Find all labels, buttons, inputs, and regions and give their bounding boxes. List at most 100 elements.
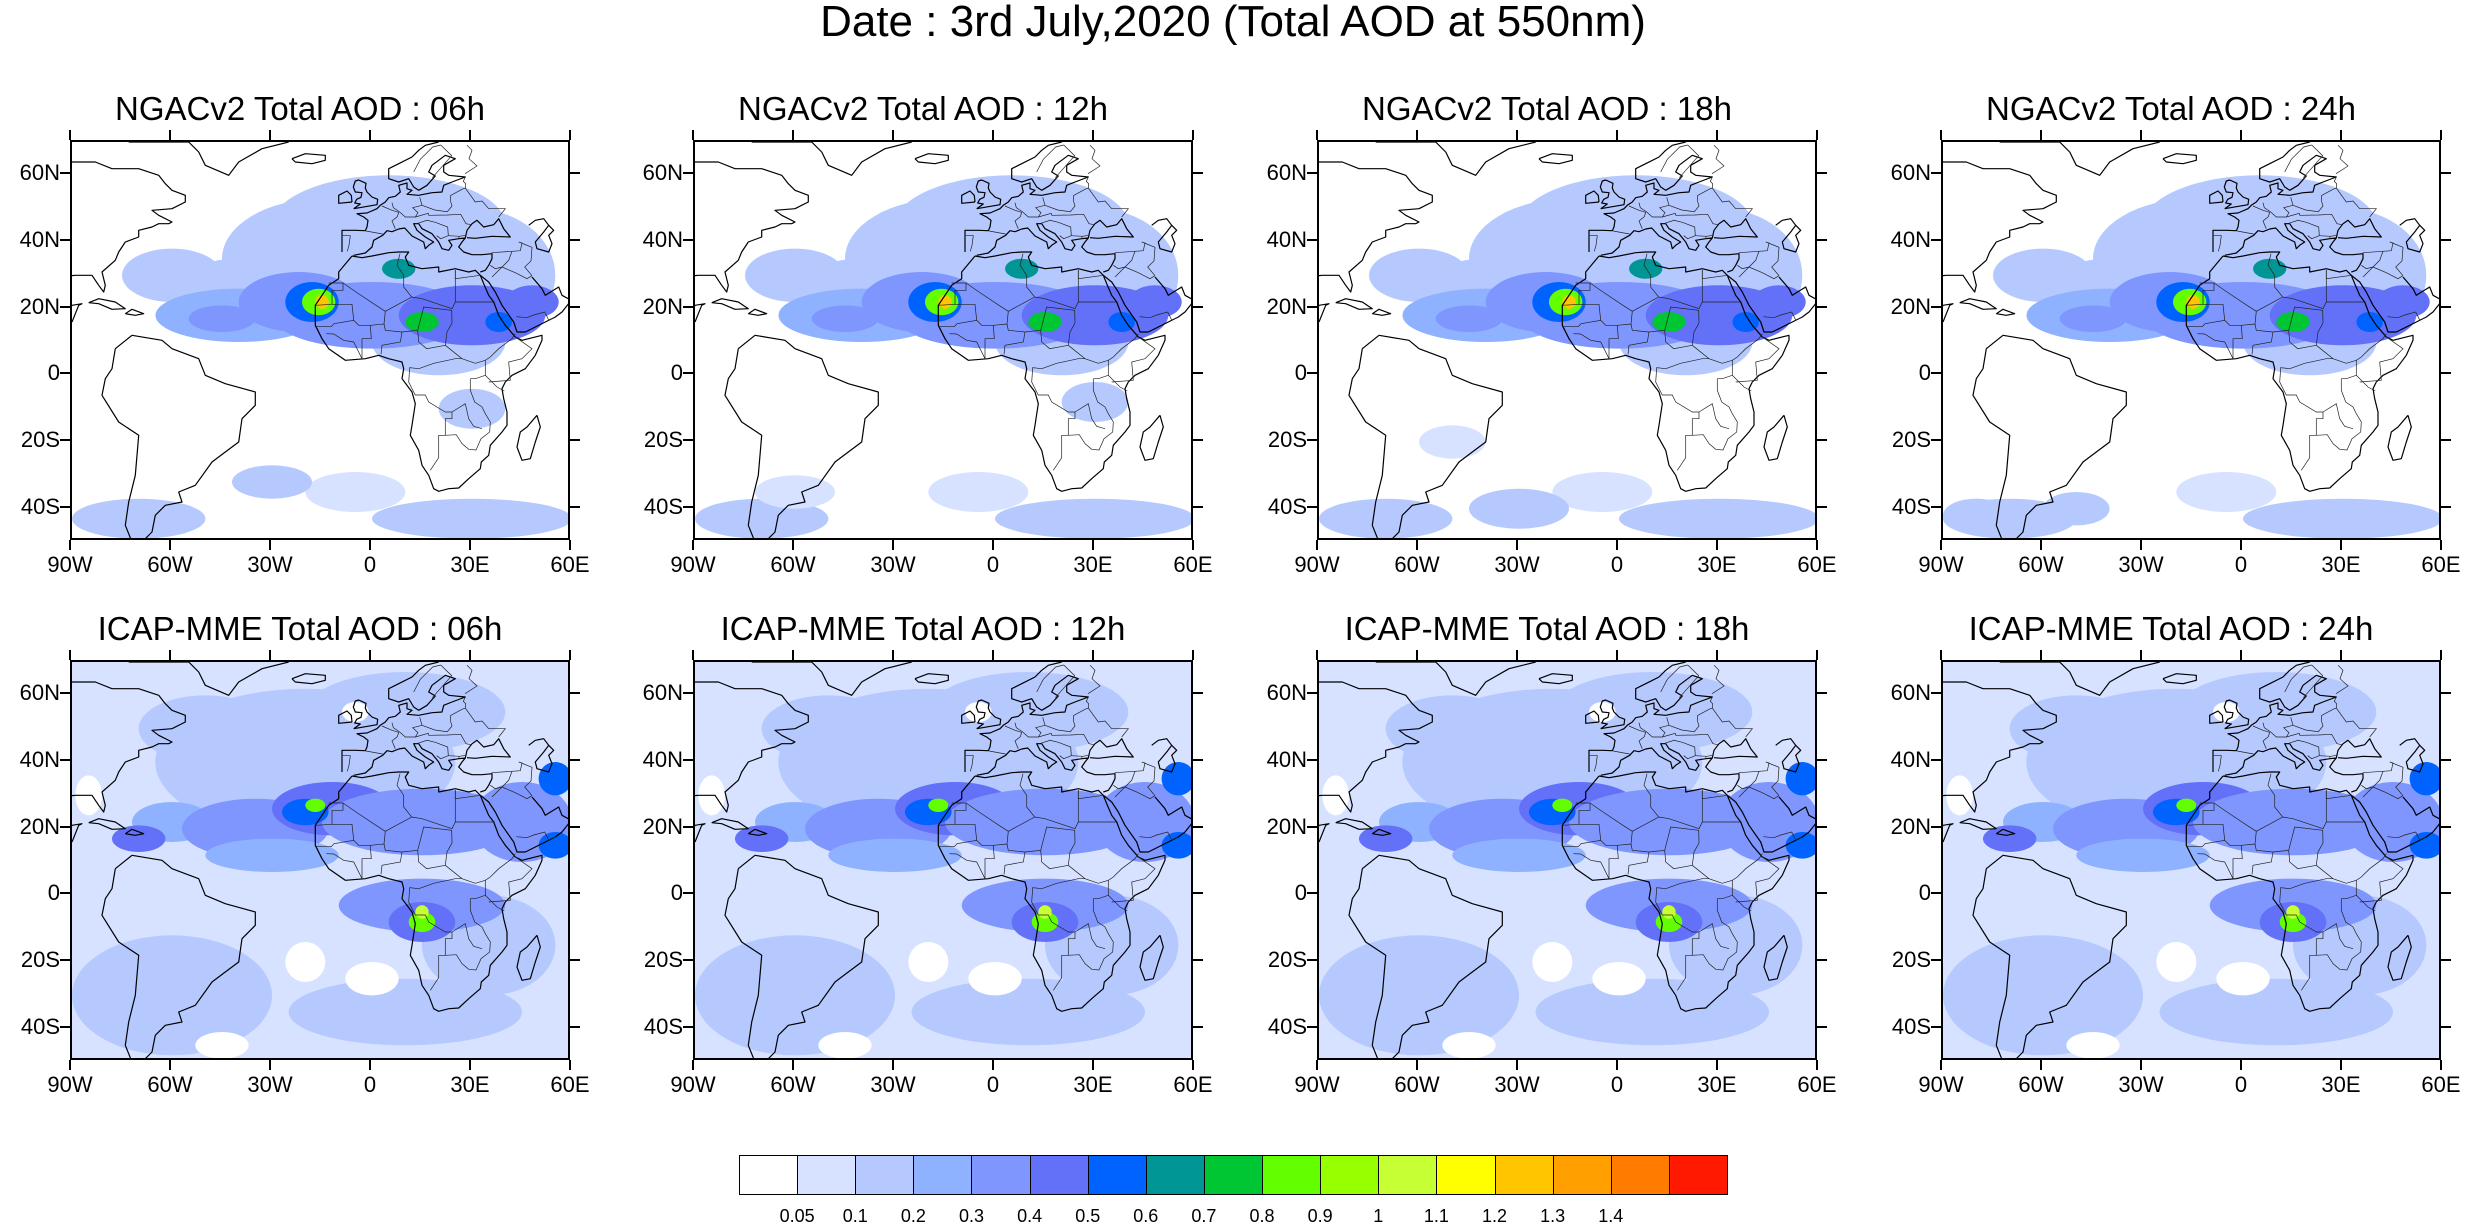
panel-title: NGACv2 Total AOD : 24h [1986, 90, 2356, 127]
aod-plume [2409, 762, 2439, 796]
country-border [1664, 219, 1696, 240]
colorbar-label: 0.4 [1017, 1206, 1043, 1226]
aod-plume [2376, 285, 2430, 319]
country-border [2335, 145, 2349, 174]
country-border [2288, 850, 2317, 870]
colorbar-label: 0.1 [842, 1206, 868, 1226]
panel-title: ICAP-MME Total AOD : 06h [97, 610, 503, 647]
lat-tick-label: 40N [19, 227, 60, 252]
coastline [2209, 190, 2224, 204]
aod-plume [1983, 825, 2037, 852]
coastline [2212, 662, 2337, 772]
map-panel-ngac-24h: NGACv2 Total AOD : 24h 60N 40N 20N 0 20S 40S 90… [1871, 92, 2466, 592]
country-border [381, 725, 400, 749]
country-border [1044, 715, 1076, 733]
country-border [383, 306, 516, 364]
country-border [938, 802, 967, 826]
country-border [1573, 845, 1619, 879]
country-border [1004, 725, 1023, 749]
country-border [2288, 219, 2320, 240]
lon-tick [469, 1060, 471, 1070]
coastline [964, 662, 1089, 772]
country-border [1763, 311, 1804, 321]
country-border [408, 367, 453, 471]
coastline [1585, 710, 1600, 724]
lat-tick [1931, 505, 1941, 508]
lat-tick [683, 692, 693, 695]
aod-plume [1161, 762, 1191, 796]
coastline [124, 308, 145, 316]
lon-tick [1192, 1060, 1194, 1070]
lat-tick [1307, 172, 1317, 175]
lon-tick [2340, 540, 2342, 550]
country-border [1748, 786, 1780, 800]
country-border [2322, 923, 2354, 950]
country-border [1697, 187, 1754, 218]
country-border [2236, 230, 2254, 235]
country-border [2286, 212, 2343, 226]
country-border [1040, 219, 1072, 240]
country-border [1111, 336, 1156, 383]
country-border [462, 696, 467, 709]
country-border [485, 895, 505, 912]
lat-tick [60, 372, 70, 375]
country-border [417, 219, 449, 240]
lon-tick-label: 60W [770, 1072, 816, 1097]
country-border [421, 195, 453, 213]
country-border [2362, 761, 2394, 774]
coastline [961, 710, 976, 724]
lon-tick-label: 0 [986, 552, 1000, 577]
country-border [458, 756, 460, 758]
country-border [432, 144, 453, 178]
country-border [450, 707, 507, 738]
country-border [1630, 826, 1763, 884]
lon-tick [1716, 540, 1718, 550]
colorbar-swatch [1320, 1155, 1380, 1195]
clean-air-patch [818, 1032, 872, 1058]
country-border [445, 378, 491, 451]
map-panel-ngac-12h: NGACv2 Total AOD : 12h 60N 40N 20N 0 20S 40S 90… [623, 92, 1223, 592]
country-border [1124, 266, 1156, 280]
lon-tick [1940, 650, 1942, 660]
lon-tick [1816, 540, 1818, 550]
lon-tick-label: 30W [247, 1072, 293, 1097]
country-border [1698, 923, 1730, 950]
lat-tick-label: 40N [1266, 227, 1307, 252]
lat-tick [1931, 372, 1941, 375]
country-border [1077, 790, 1104, 800]
map-panel-ngac-06h: NGACv2 Total AOD : 06h 60N 40N 20N 0 20S 40S 90… [0, 92, 600, 592]
lon-tick [269, 650, 271, 660]
country-border [1040, 850, 1069, 870]
lat-tick [570, 1025, 580, 1028]
aod-plume [382, 258, 416, 279]
coastline [2162, 153, 2197, 165]
aod-plume [485, 312, 512, 332]
aod-plume [1785, 762, 1815, 796]
coastline [338, 190, 353, 204]
lat-tick-label: 20S [1267, 427, 1307, 452]
country-border [2329, 756, 2331, 758]
lon-tick [2240, 540, 2242, 550]
country-border [2321, 707, 2378, 738]
country-border [1738, 761, 1770, 774]
colorbar-label: 1.1 [1423, 1206, 1449, 1226]
map-area [693, 660, 1193, 1060]
lon-tick [1616, 650, 1618, 660]
country-border [1114, 786, 1126, 798]
coastline [128, 662, 289, 696]
colorbar-label: 1.2 [1482, 1206, 1508, 1226]
country-border [421, 715, 453, 733]
lon-tick [2240, 650, 2242, 660]
lon-tick-label: 30E [450, 1072, 490, 1097]
aod-plume [305, 472, 406, 512]
country-border [2288, 330, 2317, 350]
country-border [380, 331, 403, 355]
lat-tick-label: 60N [1266, 160, 1307, 186]
lat-tick [1817, 239, 1827, 241]
lat-tick [2441, 372, 2451, 375]
lat-tick-label: 40N [642, 227, 683, 252]
coastline [1151, 218, 1178, 253]
country-border [976, 831, 1009, 846]
lat-tick [570, 305, 580, 308]
coastline [2387, 414, 2412, 461]
